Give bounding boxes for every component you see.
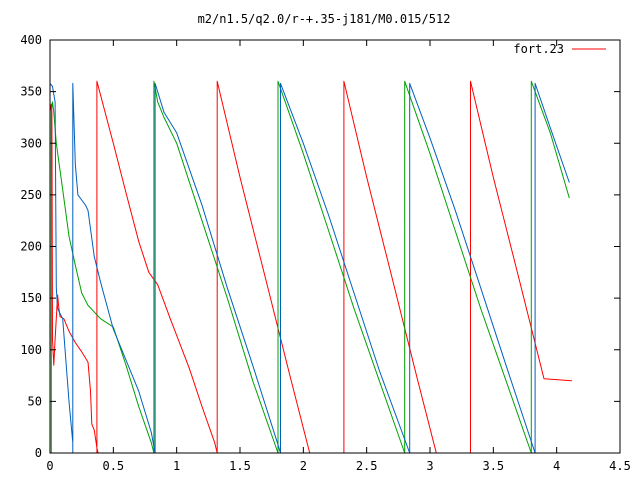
x-tick-label: 2.5 <box>356 459 378 473</box>
x-tick-label: 2 <box>300 459 307 473</box>
y-tick-label: 250 <box>20 188 42 202</box>
x-tick-label: 1.5 <box>229 459 251 473</box>
chart-title: m2/n1.5/q2.0/r-+.35-j181/M0.015/512 <box>198 12 451 26</box>
x-tick-label: 3 <box>426 459 433 473</box>
series-line-2 <box>50 80 570 454</box>
legend: fort.23 <box>513 42 606 56</box>
y-tick-label: 400 <box>20 33 42 47</box>
y-axis: 0 50 100 150 200 250 300 350 400 <box>20 33 620 460</box>
y-tick-label: 350 <box>20 85 42 99</box>
x-tick-label: 4.5 <box>609 459 631 473</box>
legend-label: fort.23 <box>513 42 564 56</box>
y-tick-label: 150 <box>20 291 42 305</box>
x-tick-label: 3.5 <box>482 459 504 473</box>
y-tick-label: 100 <box>20 343 42 357</box>
y-tick-label: 50 <box>28 394 42 408</box>
x-tick-label: 0.5 <box>102 459 124 473</box>
x-axis: 0 0.5 1 1.5 2 2.5 3 3.5 4 4.5 <box>46 40 631 473</box>
series-line-3 <box>49 82 570 454</box>
y-tick-label: 0 <box>35 446 42 460</box>
plot-series <box>49 80 572 454</box>
y-tick-label: 200 <box>20 240 42 254</box>
y-tick-label: 300 <box>20 136 42 150</box>
x-tick-label: 1 <box>173 459 180 473</box>
x-tick-label: 4 <box>553 459 560 473</box>
x-tick-label: 0 <box>46 459 53 473</box>
